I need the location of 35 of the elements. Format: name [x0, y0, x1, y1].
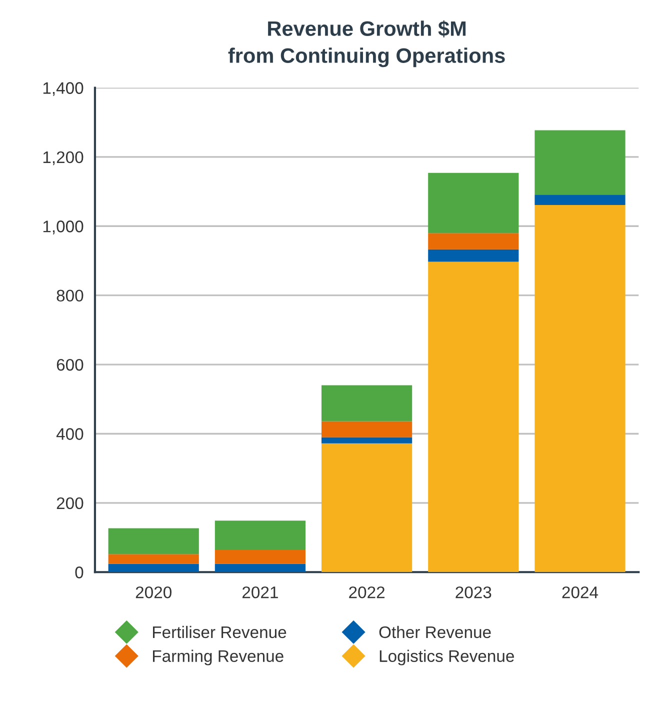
bar [108, 528, 199, 554]
bar [321, 437, 412, 444]
y-tick-label: 1,000 [43, 220, 84, 234]
bar [428, 249, 519, 262]
legend-label: Logistics Revenue [380, 650, 514, 666]
bar [534, 130, 626, 195]
bar [108, 564, 199, 572]
x-tick-label: 2020 [136, 586, 172, 598]
bar [321, 385, 412, 422]
bar [214, 564, 306, 572]
bar [428, 233, 519, 250]
bar [108, 554, 199, 564]
x-tick-label: 2023 [456, 586, 492, 598]
x-tick-label: 2024 [562, 586, 598, 598]
bar [321, 421, 412, 438]
y-tick-label: 800 [56, 290, 84, 302]
y-tick-label: 1,200 [43, 151, 84, 166]
y-tick-label: 600 [56, 358, 84, 371]
x-tick-label: 2021 [242, 586, 278, 598]
y-tick-label: 200 [56, 497, 84, 510]
legend-label: Farming Revenue [153, 650, 284, 666]
bar [534, 205, 626, 572]
bar [428, 172, 519, 234]
bar [214, 520, 306, 550]
bar [214, 550, 306, 564]
y-tick-label: 0 [75, 566, 84, 578]
bar [321, 443, 412, 572]
legend-label: Other Revenue [379, 626, 491, 638]
y-tick-label: 400 [56, 428, 84, 440]
bar [534, 194, 626, 206]
bar [428, 262, 519, 572]
x-tick-label: 2022 [349, 586, 385, 598]
y-tick-label: 1,400 [43, 82, 84, 96]
chart-title: Revenue Growth $M from Continuing Operations [228, 20, 505, 68]
legend-label: Fertiliser Revenue [153, 626, 286, 638]
